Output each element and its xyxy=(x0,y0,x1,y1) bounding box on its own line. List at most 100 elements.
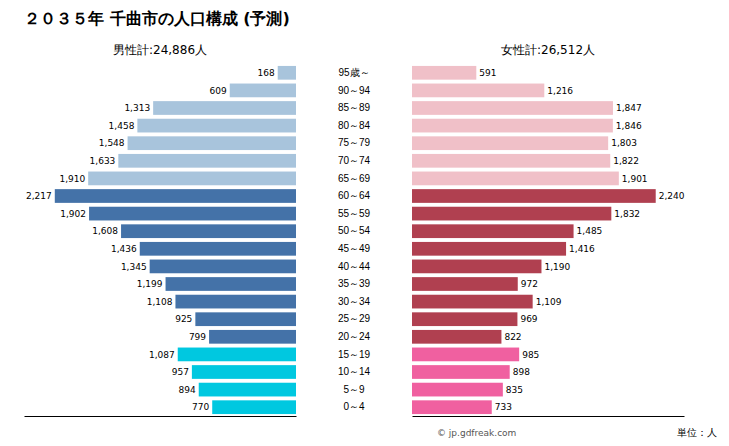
tick-label: 60～64 xyxy=(338,190,371,201)
data-label: 2,217 xyxy=(26,191,52,201)
bar xyxy=(412,330,501,344)
data-label: 733 xyxy=(495,402,512,412)
bar xyxy=(278,66,296,80)
tick: 65～69 xyxy=(338,173,371,184)
bar xyxy=(412,119,613,133)
title: ２０３５年 千曲市の人口構成 (予測) xyxy=(24,9,290,28)
tick: 0～4 xyxy=(343,401,365,412)
data-label: 1,633 xyxy=(90,156,116,166)
data-label: 609 xyxy=(210,86,227,96)
tick-label: 25～29 xyxy=(338,313,371,324)
data-label: 835 xyxy=(506,385,523,395)
data-label: 1,822 xyxy=(613,156,639,166)
data-label: 1,485 xyxy=(577,226,603,236)
tick: 80～84 xyxy=(338,120,371,131)
bar xyxy=(128,136,296,150)
tick-label: 40～44 xyxy=(338,261,371,272)
data-label: 1,847 xyxy=(616,103,642,113)
data-label: 1,458 xyxy=(109,121,135,131)
y-axis: 0～4 5～9 10～14 15～19 20～24 25～29 30～34 35～39 40～4… xyxy=(338,67,371,412)
tick-label: 50～54 xyxy=(338,225,371,236)
tick-label: 85～89 xyxy=(338,102,371,113)
tick: 60～64 xyxy=(338,190,371,201)
bar xyxy=(412,242,566,256)
tick: 75～79 xyxy=(338,137,371,148)
bar xyxy=(412,66,476,80)
data-label: 770 xyxy=(192,402,209,412)
series-name: 男性計:24,886人 xyxy=(113,43,207,57)
bar xyxy=(166,277,296,291)
data-label: 591 xyxy=(479,68,496,78)
data-label: 969 xyxy=(520,314,537,324)
data-label: 1,832 xyxy=(614,209,640,219)
tick: 55～59 xyxy=(338,208,371,219)
tick-label: 10～14 xyxy=(338,366,371,377)
tick: 15～19 xyxy=(338,349,371,360)
bar xyxy=(150,260,296,274)
tick-label: 75～79 xyxy=(338,137,371,148)
data-label: 1,803 xyxy=(611,138,637,148)
bar xyxy=(412,295,533,309)
tick-label: 65～69 xyxy=(338,173,371,184)
bar xyxy=(412,136,608,150)
data-label: 1,108 xyxy=(147,297,173,307)
bar xyxy=(88,172,296,186)
axis-line xyxy=(413,416,685,417)
data-label: 2,240 xyxy=(659,191,685,201)
data-label: 985 xyxy=(522,350,539,360)
data-label: 1,436 xyxy=(111,244,137,254)
tick: 30～34 xyxy=(338,296,371,307)
bar xyxy=(230,84,296,98)
bar xyxy=(175,295,296,309)
tick-label: 55～59 xyxy=(338,208,371,219)
x-axis-female xyxy=(413,416,685,417)
bar xyxy=(412,101,613,115)
bar xyxy=(412,224,574,238)
data-label: 1,190 xyxy=(544,262,570,272)
tick: 85～89 xyxy=(338,102,371,113)
bar xyxy=(412,365,510,379)
tick: 5～9 xyxy=(343,384,365,395)
tick: 40～44 xyxy=(338,261,371,272)
bar xyxy=(412,400,492,414)
axis-line xyxy=(25,416,297,417)
data-label: 799 xyxy=(189,332,206,342)
tick: 95歳～ xyxy=(338,67,369,78)
tick: 20～24 xyxy=(338,331,371,342)
bar xyxy=(89,207,296,221)
tick-label: 15～19 xyxy=(338,349,371,360)
data-label: 1,902 xyxy=(60,209,86,219)
data-label: 822 xyxy=(504,332,521,342)
tick: 10～14 xyxy=(338,366,371,377)
bar xyxy=(412,260,541,274)
tick-label: 5～9 xyxy=(343,384,365,395)
data-label: 925 xyxy=(175,314,192,324)
tick-label: 35～39 xyxy=(338,278,371,289)
data-label: 1,901 xyxy=(622,174,648,184)
data-label: 1,910 xyxy=(59,174,85,184)
bar xyxy=(192,365,296,379)
bars-female xyxy=(412,66,656,414)
tick: 50～54 xyxy=(338,225,371,236)
tick: 35～39 xyxy=(338,278,371,289)
unit-label: 単位：人 xyxy=(677,427,717,438)
data-label: 1,087 xyxy=(149,350,175,360)
x-axis-male xyxy=(25,416,297,417)
data-labels-female: 7338358989858229691,1099721,1901,4161,48… xyxy=(479,68,684,412)
bar xyxy=(412,383,503,397)
bar xyxy=(55,189,296,203)
data-label: 1,345 xyxy=(121,262,147,272)
tick-label: 0～4 xyxy=(343,401,365,412)
bar xyxy=(178,348,296,362)
bar xyxy=(199,383,296,397)
tick: 25～29 xyxy=(338,313,371,324)
bar xyxy=(209,330,296,344)
tick-label: 70～74 xyxy=(338,155,371,166)
bar xyxy=(412,312,517,326)
bar xyxy=(118,154,296,168)
data-label: 1,548 xyxy=(99,138,125,148)
bar xyxy=(412,207,611,221)
tick-label: 80～84 xyxy=(338,120,371,131)
tick-label: 45～49 xyxy=(338,243,371,254)
data-label: 957 xyxy=(172,367,189,377)
